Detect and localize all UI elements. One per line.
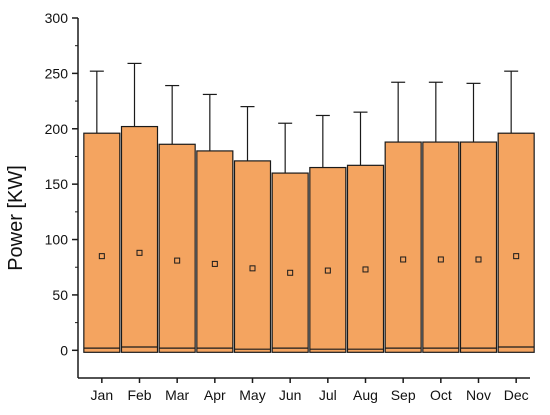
x-tick-label: Feb [127,387,151,403]
mean-marker [362,266,369,273]
mean-marker [513,253,520,260]
box-jun [271,172,309,353]
box-may [233,160,272,353]
mean-marker [400,256,407,263]
x-tick-label: Mar [165,387,189,403]
box-feb [120,125,159,353]
y-axis-ticks: 0 50 100 150 200 250 300 [45,10,78,358]
box-dec [497,132,535,353]
y-tick-label: 50 [52,287,68,303]
mean-marker [98,253,105,260]
mean-marker [249,265,256,272]
x-axis-ticks: Jan Feb Mar Apr May Jun Jul Aug Sep Oct Nov Dec [91,378,529,403]
x-tick-label: Jun [279,387,302,403]
x-tick-label: Sep [391,387,416,403]
x-tick-label: Aug [353,387,378,403]
box-apr [196,150,234,353]
mean-marker [287,269,294,276]
box-jan [83,132,121,353]
box-jul [309,166,347,353]
mean-marker [136,249,143,256]
x-tick-label: Jan [91,387,114,403]
box-aug [346,164,385,353]
x-tick-label: Dec [504,387,529,403]
box-mar [158,143,196,353]
y-tick-label: 0 [60,342,68,358]
mean-marker [174,257,181,264]
y-tick-label: 200 [45,121,69,137]
x-tick-label: Nov [466,387,491,403]
box-nov [459,141,498,353]
box-sep [384,141,422,353]
y-tick-label: 250 [45,65,69,81]
y-axis-title: Power [KW] [5,165,27,271]
plot-area [83,62,535,353]
x-tick-label: May [239,387,265,403]
mean-marker [475,256,482,263]
y-tick-label: 100 [45,232,69,248]
y-tick-label: 300 [45,10,69,26]
x-tick-label: Apr [204,387,226,403]
x-tick-label: Oct [430,387,452,403]
x-tick-label: Jul [319,387,337,403]
mean-marker [324,267,331,274]
y-tick-label: 150 [45,176,69,192]
box-oct [422,141,460,353]
mean-marker [211,260,218,267]
mean-marker [437,256,444,263]
